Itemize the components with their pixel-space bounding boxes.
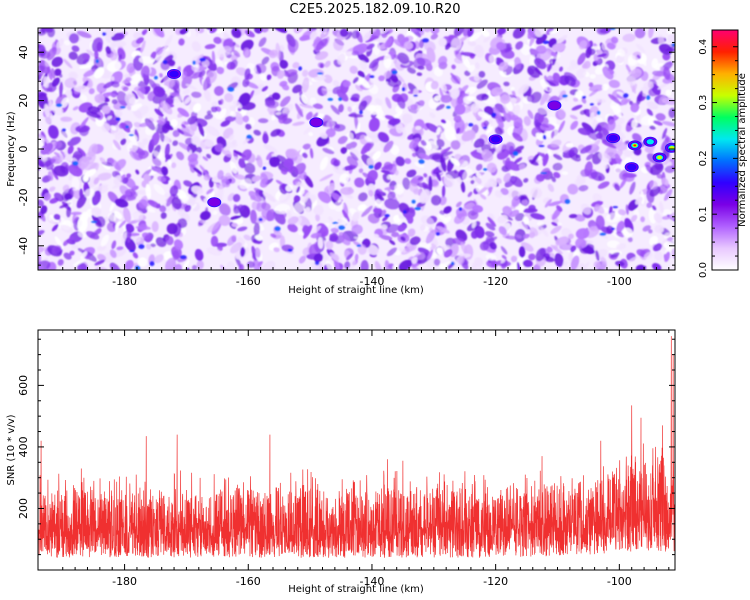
snr-xtick-label: -120: [483, 575, 508, 588]
hotspot-5: [643, 136, 658, 147]
snr-xtick-label: -180: [112, 575, 137, 588]
colorbar-tick-label: 0.0: [698, 262, 709, 278]
hotspot-10: [547, 100, 562, 111]
spec-xtick-label: -160: [236, 275, 261, 288]
spectrogram-texture: [38, 28, 675, 270]
snr-xlabel: Height of straight line (km): [288, 584, 424, 595]
hotspot-4: [624, 162, 639, 173]
snr-frame: [37, 329, 676, 571]
spec-xtick-label: -180: [112, 275, 137, 288]
snr-series-line: [38, 336, 675, 558]
hotspot-8: [207, 197, 222, 208]
spectrogram-hotspots: [167, 68, 675, 208]
spec-xtick-label: -100: [607, 275, 632, 288]
hotspot-7: [167, 68, 182, 79]
spec-xtick-label: -120: [483, 275, 508, 288]
spec-ytick-label: 40: [17, 45, 30, 59]
colorbar-tick-label: 0.4: [698, 39, 709, 55]
hotspot-1: [652, 152, 667, 163]
colorbar-tick-label: 0.3: [698, 95, 709, 111]
colorbar-tick-label: 0.2: [698, 150, 709, 166]
snr-xtick-label: -140: [359, 575, 384, 588]
snr-xtick-label: -160: [236, 575, 261, 588]
snr-ytick-label: 400: [17, 436, 30, 457]
colorbar-label: Normalized spectral amplitude: [737, 73, 748, 227]
snr-xtick-label: -100: [607, 575, 632, 588]
hotspot-2: [664, 142, 675, 153]
colorbar-frame: [711, 29, 739, 271]
hotspot-3: [606, 133, 621, 144]
hotspot-6: [488, 134, 503, 145]
spec-ytick-label: -40: [17, 237, 30, 255]
spec-xlabel: Height of straight line (km): [288, 285, 424, 296]
hotspot-9: [309, 117, 324, 128]
snr-ytick-label: 600: [17, 375, 30, 396]
snr-ylabel: SNR (10 * v/v): [6, 414, 17, 485]
spec-ytick-label: 20: [17, 94, 30, 108]
figure-title: C2E5.2025.182.09.10.R20: [289, 2, 461, 17]
colorbar: [712, 30, 738, 270]
spec-ytick-label: -20: [17, 188, 30, 206]
snr-ytick-label: 200: [17, 498, 30, 519]
spec-xtick-label: -140: [359, 275, 384, 288]
hotspot-0: [627, 140, 642, 151]
colorbar-tick-label: 0.1: [698, 206, 709, 222]
spec-ytick-label: 0: [17, 146, 30, 153]
spectrogram-panel: -180 -160 -140 -120 -100 -40 -20 0 20 40 Height of…: [6, 27, 748, 296]
spec-ylabel: Frequency (Hz): [6, 111, 17, 187]
snr-panel: -180 -160 -140 -120 -100 200 400 600 Height of s…: [6, 329, 676, 595]
